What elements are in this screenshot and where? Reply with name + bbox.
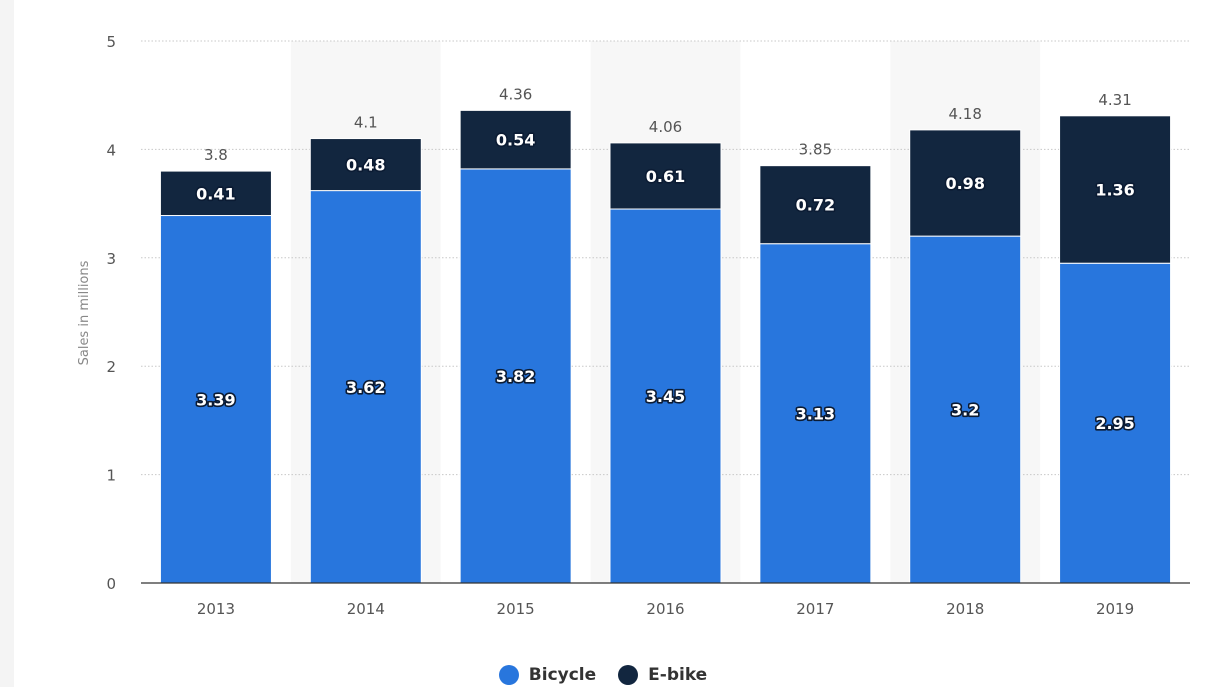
x-tick-label-2019: 2019 (1096, 600, 1134, 618)
data-label-e-bike-2014: 0.48 (346, 156, 385, 175)
total-label-2015: 4.36 (499, 85, 532, 103)
x-tick-label-2013: 2013 (197, 600, 235, 618)
bar-bicycle-2018[interactable] (909, 235, 1022, 584)
bar-bicycle-2013[interactable] (159, 215, 272, 584)
bar-e-bike-2016[interactable] (609, 142, 722, 210)
data-label-e-bike-2017: 0.72 (796, 196, 835, 215)
total-label-2014: 4.1 (354, 114, 378, 132)
bar-e-bike-2019[interactable] (1059, 115, 1172, 264)
data-label-bicycle-2014: 3.62 (346, 378, 385, 397)
data-label-bicycle-2015: 3.82 (496, 367, 535, 386)
data-label-e-bike-2015: 0.54 (496, 131, 535, 150)
y-tick-label-4: 4 (106, 141, 116, 159)
legend-dot-bicycle (498, 665, 519, 685)
x-tick-label-2018: 2018 (946, 600, 984, 618)
x-tick-label-2016: 2016 (646, 600, 684, 618)
data-label-bicycle-2017: 3.13 (796, 404, 835, 423)
data-label-bicycle-2016: 3.45 (646, 387, 685, 406)
y-tick-label-5: 5 (106, 33, 116, 51)
data-label-bicycle-2018: 3.2 (951, 401, 979, 420)
bar-e-bike-2018[interactable] (909, 129, 1022, 237)
total-label-2018: 4.18 (949, 105, 982, 123)
data-label-e-bike-2018: 0.98 (945, 174, 984, 193)
legend-dot-ebike (618, 665, 639, 685)
bar-e-bike-2014[interactable] (309, 138, 422, 192)
total-label-2016: 4.06 (649, 118, 682, 136)
y-axis-label: Sales in millions (77, 260, 92, 365)
legend-label-ebike: E-bike (648, 665, 708, 685)
y-tick-label-0: 0 (106, 575, 116, 593)
bar-e-bike-2015[interactable] (459, 109, 572, 170)
y-tick-label-1: 1 (106, 467, 116, 485)
legend: Bicycle E-bike (0, 662, 1206, 688)
left-edge (0, 0, 14, 687)
bar-bicycle-2017[interactable] (759, 243, 872, 584)
legend-item-bicycle[interactable]: Bicycle (498, 665, 597, 685)
total-label-2017: 3.85 (799, 141, 832, 159)
total-label-2019: 4.31 (1098, 91, 1131, 109)
legend-item-ebike[interactable]: E-bike (618, 665, 707, 685)
data-label-bicycle-2013: 3.39 (196, 390, 235, 409)
data-label-e-bike-2013: 0.41 (196, 184, 235, 203)
x-tick-label-2014: 2014 (347, 600, 385, 618)
bar-e-bike-2013[interactable] (159, 170, 272, 217)
legend-label-bicycle: Bicycle (528, 665, 597, 685)
data-label-bicycle-2019: 2.95 (1095, 414, 1134, 433)
bar-e-bike-2017[interactable] (759, 165, 872, 245)
bar-bicycle-2019[interactable] (1059, 262, 1172, 584)
x-tick-label-2015: 2015 (497, 600, 535, 618)
y-tick-label-2: 2 (106, 358, 116, 376)
data-label-e-bike-2019: 1.36 (1095, 181, 1134, 200)
data-label-e-bike-2016: 0.61 (646, 167, 685, 186)
total-label-2013: 3.8 (204, 146, 228, 164)
y-tick-label-3: 3 (106, 250, 116, 268)
x-tick-label-2017: 2017 (796, 600, 834, 618)
stacked-bar-chart: 0 1 2 3 4 5 Sales in millions 3.39 0.41 3.8 3.62… (77, 33, 1190, 618)
